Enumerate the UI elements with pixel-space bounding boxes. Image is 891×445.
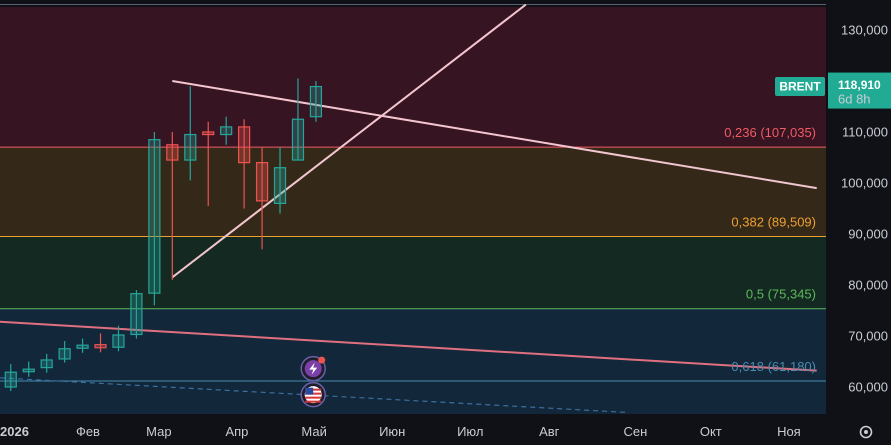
y-tick-label: 130,000 bbox=[841, 23, 888, 38]
candle-body bbox=[184, 133, 197, 161]
candle-body bbox=[220, 126, 233, 136]
candle bbox=[166, 132, 179, 280]
last-price-value: 118,910 bbox=[838, 78, 881, 92]
symbol-label: BRENT bbox=[779, 80, 821, 94]
candle bbox=[58, 341, 71, 363]
fib-zone bbox=[0, 236, 826, 309]
x-tick-label: Мар bbox=[146, 424, 171, 439]
candle-body bbox=[309, 85, 323, 118]
flag-stripe bbox=[305, 396, 322, 399]
candle-body bbox=[238, 126, 251, 164]
candle-body bbox=[94, 344, 107, 349]
candle bbox=[40, 353, 53, 373]
x-tick-label: Ноя bbox=[777, 424, 801, 439]
price-tag-box bbox=[828, 72, 891, 109]
candle bbox=[291, 78, 305, 161]
lightning-icon bbox=[309, 362, 318, 375]
candle bbox=[130, 290, 143, 339]
candle bbox=[273, 147, 287, 214]
candle bbox=[94, 333, 107, 353]
bar-countdown: 6d 8h bbox=[838, 92, 871, 107]
candle-body bbox=[22, 368, 35, 373]
x-tick-label: Сен bbox=[624, 424, 648, 439]
fib-level-label: 0,618 (61,180) bbox=[731, 359, 816, 374]
symbol-tag bbox=[775, 77, 825, 97]
us-flag-event-icon[interactable] bbox=[300, 381, 326, 408]
flag-canton bbox=[305, 387, 314, 395]
candle-body bbox=[58, 348, 71, 360]
x-tick-label: Фев bbox=[76, 424, 100, 439]
time-axis[interactable] bbox=[0, 414, 891, 445]
candle-body bbox=[40, 359, 53, 369]
candle bbox=[22, 361, 35, 377]
settings-gear-icon[interactable] bbox=[859, 425, 873, 439]
fib-level-label: 0,382 (89,509) bbox=[731, 215, 816, 230]
candle bbox=[4, 364, 17, 392]
flag-stripe bbox=[305, 400, 322, 403]
candle-body bbox=[202, 131, 215, 136]
candle-body bbox=[291, 118, 305, 161]
x-axis-labels: 2026 Фев Мар Апр Май Июн Июл Авг Сен Окт Ноя bbox=[0, 424, 801, 439]
x-tick-label: Май bbox=[301, 424, 326, 439]
y-tick-label: 70,000 bbox=[848, 329, 888, 344]
candle bbox=[112, 325, 125, 352]
x-tick-label: 2026 bbox=[0, 424, 29, 439]
fib-zone bbox=[0, 147, 826, 237]
candle-body bbox=[273, 167, 287, 204]
candle-body bbox=[255, 162, 269, 202]
y-tick-label: 60,000 bbox=[848, 380, 888, 395]
candle bbox=[76, 338, 89, 353]
rising-line[interactable] bbox=[171, 4, 527, 279]
fib-zone bbox=[0, 7, 826, 148]
fibonacci-zones bbox=[0, 7, 826, 414]
candle bbox=[202, 121, 215, 206]
candle-body bbox=[130, 293, 143, 336]
candle bbox=[309, 81, 323, 122]
notification-dot bbox=[318, 356, 326, 364]
y-tick-label: 100,000 bbox=[841, 176, 888, 191]
fib-zone bbox=[0, 380, 826, 414]
event-markers[interactable] bbox=[300, 355, 326, 408]
lower-support[interactable] bbox=[0, 377, 629, 414]
fib-zone bbox=[0, 308, 826, 381]
candle bbox=[255, 147, 269, 250]
fib-level-label: 0,5 (75,345) bbox=[746, 287, 816, 302]
price-axis[interactable] bbox=[826, 0, 891, 445]
x-tick-label: Июн bbox=[379, 424, 405, 439]
candle bbox=[184, 86, 197, 181]
falling-line[interactable] bbox=[172, 80, 817, 190]
fibonacci-labels: 0,236 (107,035) 0,382 (89,509) 0,5 (75,345… bbox=[724, 125, 816, 374]
y-tick-label: 80,000 bbox=[848, 278, 888, 293]
x-tick-label: Апр bbox=[225, 424, 248, 439]
y-tick-label: 90,000 bbox=[848, 227, 888, 242]
candle bbox=[238, 119, 251, 209]
x-tick-label: Окт bbox=[700, 424, 722, 439]
fib-level-label: 0,236 (107,035) bbox=[724, 125, 816, 140]
candle-body bbox=[166, 144, 179, 161]
x-tick-label: Авг bbox=[539, 424, 560, 439]
x-tick-label: Июл bbox=[457, 424, 483, 439]
candle-body bbox=[112, 334, 125, 348]
fibonacci-levels[interactable] bbox=[0, 146, 826, 382]
candle-body bbox=[4, 371, 17, 388]
candle bbox=[148, 132, 161, 306]
candle bbox=[220, 116, 233, 145]
flash-event-icon[interactable] bbox=[300, 355, 326, 382]
candle-body bbox=[148, 139, 161, 294]
y-tick-label: 110,000 bbox=[842, 125, 888, 140]
candle-body bbox=[76, 344, 89, 349]
candles bbox=[4, 78, 323, 392]
